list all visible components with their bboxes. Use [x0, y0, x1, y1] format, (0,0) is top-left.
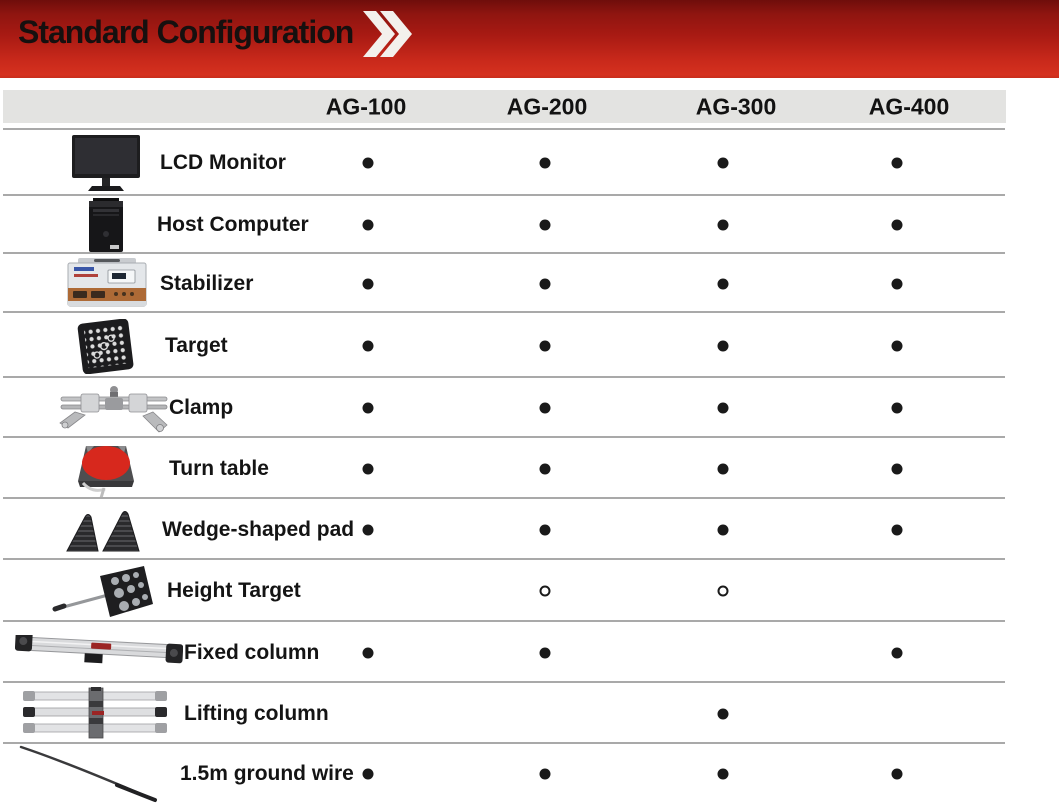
mark-ag100	[362, 647, 374, 658]
mark-ag400	[891, 768, 903, 780]
mark-ag100	[362, 340, 374, 351]
table-row: 1.5m ground wire	[3, 742, 1005, 804]
mark-ag300	[717, 585, 729, 597]
mark-ag400	[891, 340, 903, 351]
row-label: LCD Monitor	[160, 151, 286, 174]
mark-ag400	[891, 402, 903, 414]
stabilizer-image	[67, 258, 147, 307]
column-header-ag300: AG-300	[695, 93, 777, 119]
mark-ag300	[717, 768, 729, 780]
table-row: Clamp	[3, 376, 1005, 438]
row-label: Target	[165, 333, 228, 357]
mark-ag300	[717, 340, 729, 351]
mark-ag100	[362, 157, 374, 169]
mark-ag200	[539, 157, 551, 169]
mark-ag300	[717, 524, 729, 535]
mark-ag300	[717, 402, 729, 414]
ground-wire-image	[19, 745, 157, 802]
fixed-column-image	[15, 635, 183, 664]
row-label: Lifting column	[184, 701, 329, 725]
mark-ag200	[539, 463, 551, 474]
mark-ag400	[891, 157, 903, 169]
banner: Standard Configuration	[0, 0, 1059, 78]
mark-ag200	[539, 402, 551, 414]
wedge-shaped-pad-image	[66, 511, 140, 552]
mark-ag200	[539, 340, 551, 351]
mark-ag300	[717, 708, 729, 719]
mark-ag300	[717, 157, 729, 169]
mark-ag400	[891, 463, 903, 474]
table-row: Lifting column	[3, 681, 1005, 744]
host-computer-image	[89, 198, 123, 252]
table-row: Target	[3, 311, 1005, 378]
mark-ag200	[539, 219, 551, 231]
row-label: Wedge-shaped pad	[162, 517, 355, 541]
lifting-column-image	[23, 687, 167, 739]
configuration-table: AG-100 AG-200 AG-300 AG-400 LCD Monitor …	[3, 0, 1006, 803]
mark-ag100	[362, 768, 374, 780]
mark-ag100	[362, 402, 374, 414]
table-row: Turn table	[3, 436, 1005, 499]
table-row: Host Computer	[3, 194, 1005, 254]
mark-ag200	[539, 524, 551, 535]
mark-ag400	[891, 524, 903, 535]
mark-ag200	[539, 768, 551, 780]
turn-table-image	[78, 446, 134, 498]
mark-ag300	[717, 278, 729, 289]
mark-ag100	[362, 278, 374, 289]
mark-ag400	[891, 219, 903, 231]
row-label: Host Computer	[157, 213, 309, 236]
mark-ag200	[539, 585, 551, 597]
row-label: 1.5m ground wire	[180, 762, 354, 785]
page-title: Standard Configuration	[18, 14, 354, 50]
mark-ag200	[539, 647, 551, 658]
table-row: Height Target	[3, 558, 1005, 622]
column-header-ag100: AG-100	[325, 93, 407, 119]
mark-ag400	[891, 647, 903, 658]
row-label: Fixed column	[184, 640, 320, 664]
mark-ag400	[891, 278, 903, 289]
mark-ag200	[539, 278, 551, 289]
double-chevron-right-icon	[363, 11, 412, 57]
lcd-monitor-image	[72, 135, 140, 191]
row-label: Height Target	[167, 579, 301, 602]
target-image	[77, 319, 134, 374]
mark-ag100	[362, 524, 374, 535]
table-row: LCD Monitor	[3, 128, 1005, 196]
column-header-ag400: AG-400	[868, 93, 950, 119]
mark-ag300	[717, 463, 729, 474]
row-label: Turn table	[169, 456, 269, 480]
mark-ag100	[362, 219, 374, 231]
column-header-ag200: AG-200	[506, 93, 588, 119]
table-row: Stabilizer	[3, 252, 1005, 313]
mark-ag100	[362, 463, 374, 474]
row-label: Clamp	[169, 396, 234, 419]
table-row: Wedge-shaped pad	[3, 497, 1005, 560]
mark-ag300	[717, 219, 729, 231]
height-target-image	[52, 566, 153, 617]
table-header-row: AG-100 AG-200 AG-300 AG-400	[3, 90, 1006, 123]
row-label: Stabilizer	[160, 271, 254, 295]
clamp-image	[59, 386, 168, 433]
table-row: Fixed column	[3, 620, 1005, 683]
